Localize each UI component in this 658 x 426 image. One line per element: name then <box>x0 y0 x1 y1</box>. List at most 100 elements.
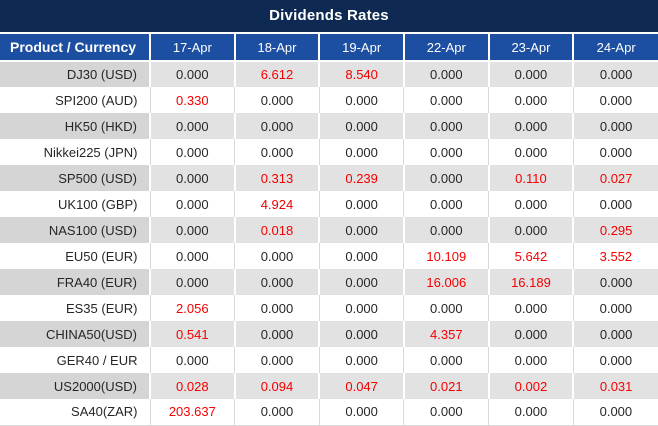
dividend-value-cell: 0.000 <box>234 243 320 269</box>
product-cell: GER40 / EUR <box>0 347 150 373</box>
dividend-value-cell: 0.000 <box>149 191 235 217</box>
dividend-value-cell: 0.239 <box>318 165 404 191</box>
dividend-value-cell: 3.552 <box>572 243 658 269</box>
dividend-value-cell: 0.000 <box>234 347 320 373</box>
date-column-header: 23-Apr <box>487 34 574 62</box>
dividend-value-cell: 0.000 <box>234 139 320 165</box>
table-row: UK100 (GBP) 0.000 4.924 0.000 0.000 0.000 0.00… <box>0 191 658 217</box>
dividend-value-cell: 0.000 <box>233 321 320 347</box>
dividend-value-cell: 4.924 <box>234 191 320 217</box>
table-row: ES35 (EUR) 2.056 0.000 0.000 0.000 0.000 0.000 <box>0 295 658 321</box>
dividend-value-cell: 0.000 <box>403 399 489 426</box>
table-row: Nikkei225 (JPN) 0.000 0.000 0.000 0.000 0.000… <box>0 139 658 165</box>
dividend-value-cell: 0.000 <box>488 191 574 217</box>
dividend-value-cell: 0.028 <box>149 373 235 399</box>
dividend-value-cell: 0.330 <box>149 87 235 113</box>
date-column-header: 24-Apr <box>572 34 658 62</box>
table-body: DJ30 (USD) 0.000 6.612 8.540 0.000 0.000 0.000… <box>0 61 658 426</box>
dividend-value-cell: 0.295 <box>572 217 658 243</box>
dividend-value-cell: 0.018 <box>233 217 320 243</box>
date-column-header: 19-Apr <box>318 34 404 62</box>
date-column-header: 17-Apr <box>149 34 235 62</box>
table-row: CHINA50(USD) 0.541 0.000 0.000 4.357 0.000 0.0… <box>0 321 658 347</box>
table-row: FRA40 (EUR) 0.000 0.000 0.000 16.006 16.189 0.… <box>0 269 658 295</box>
dividend-value-cell: 0.000 <box>487 113 574 139</box>
dividend-value-cell: 0.000 <box>488 295 574 321</box>
dividend-value-cell: 0.000 <box>572 191 658 217</box>
dividend-value-cell: 0.002 <box>487 373 574 399</box>
dividend-value-cell: 0.000 <box>318 295 404 321</box>
dividend-value-cell: 0.000 <box>318 139 404 165</box>
dividend-value-cell: 0.000 <box>487 217 574 243</box>
dividend-value-cell: 0.000 <box>402 113 489 139</box>
table-row: SPI200 (AUD) 0.330 0.000 0.000 0.000 0.000 0.0… <box>0 87 658 113</box>
dividend-value-cell: 0.000 <box>318 217 404 243</box>
product-cell: SPI200 (AUD) <box>0 87 150 113</box>
dividend-value-cell: 0.000 <box>149 61 235 87</box>
dividend-value-cell: 0.000 <box>488 139 574 165</box>
dividend-value-cell: 203.637 <box>149 399 235 426</box>
dividend-value-cell: 0.031 <box>572 373 658 399</box>
dividend-value-cell: 0.000 <box>403 87 489 113</box>
dividend-value-cell: 0.000 <box>572 321 658 347</box>
dividend-value-cell: 0.000 <box>318 243 404 269</box>
dividend-value-cell: 0.000 <box>318 399 404 426</box>
dividend-value-cell: 0.047 <box>318 373 404 399</box>
product-currency-header: Product / Currency <box>0 34 150 62</box>
table-row: SP500 (USD) 0.000 0.313 0.239 0.000 0.110 0.02… <box>0 165 658 191</box>
dividend-value-cell: 0.027 <box>572 165 658 191</box>
dividend-value-cell: 0.110 <box>487 165 574 191</box>
dividend-value-cell: 0.094 <box>233 373 320 399</box>
product-cell: CHINA50(USD) <box>0 321 150 347</box>
product-cell: DJ30 (USD) <box>0 61 150 87</box>
dividend-value-cell: 10.109 <box>403 243 489 269</box>
product-cell: NAS100 (USD) <box>0 217 150 243</box>
product-cell: SP500 (USD) <box>0 165 150 191</box>
dividend-value-cell: 0.000 <box>488 87 574 113</box>
date-column-header: 22-Apr <box>402 34 489 62</box>
dividend-value-cell: 0.000 <box>572 347 658 373</box>
dividend-value-cell: 0.000 <box>318 269 404 295</box>
dividend-value-cell: 8.540 <box>318 61 404 87</box>
dividend-value-cell: 0.000 <box>572 399 658 426</box>
dividend-value-cell: 0.000 <box>572 87 658 113</box>
header-row: Product / Currency 17-Apr 18-Apr 19-Apr 22-A… <box>0 34 658 62</box>
dividend-value-cell: 0.000 <box>149 217 235 243</box>
dividend-value-cell: 0.000 <box>488 347 574 373</box>
dividend-value-cell: 6.612 <box>233 61 320 87</box>
dividend-value-cell: 0.000 <box>402 61 489 87</box>
dividend-value-cell: 0.000 <box>402 217 489 243</box>
product-cell: SA40(ZAR) <box>0 399 150 426</box>
page-title: Dividends Rates <box>0 0 658 34</box>
dividend-value-cell: 0.313 <box>233 165 320 191</box>
dividend-value-cell: 0.000 <box>149 269 235 295</box>
dividend-value-cell: 0.000 <box>487 61 574 87</box>
dividend-value-cell: 0.000 <box>572 139 658 165</box>
date-column-header: 18-Apr <box>233 34 320 62</box>
table-row: GER40 / EUR 0.000 0.000 0.000 0.000 0.000 0.00… <box>0 347 658 373</box>
dividend-value-cell: 0.000 <box>149 347 235 373</box>
dividend-value-cell: 0.000 <box>149 243 235 269</box>
dividend-value-cell: 0.000 <box>318 87 404 113</box>
dividend-value-cell: 0.000 <box>403 139 489 165</box>
product-cell: EU50 (EUR) <box>0 243 150 269</box>
dividend-value-cell: 0.000 <box>318 347 404 373</box>
product-cell: UK100 (GBP) <box>0 191 150 217</box>
dividend-value-cell: 2.056 <box>149 295 235 321</box>
product-cell: Nikkei225 (JPN) <box>0 139 150 165</box>
dividend-value-cell: 0.000 <box>402 165 489 191</box>
dividend-value-cell: 16.006 <box>402 269 489 295</box>
dividend-value-cell: 0.000 <box>572 295 658 321</box>
dividend-value-cell: 5.642 <box>488 243 574 269</box>
dividend-value-cell: 0.000 <box>234 295 320 321</box>
dividend-value-cell: 0.000 <box>149 113 235 139</box>
dividend-value-cell: 0.021 <box>402 373 489 399</box>
dividend-value-cell: 0.000 <box>487 321 574 347</box>
dividend-value-cell: 0.000 <box>233 113 320 139</box>
dividend-value-cell: 4.357 <box>402 321 489 347</box>
dividend-value-cell: 0.000 <box>318 113 404 139</box>
table-row: NAS100 (USD) 0.000 0.018 0.000 0.000 0.000 0.2… <box>0 217 658 243</box>
dividend-value-cell: 0.000 <box>149 165 235 191</box>
dividend-value-cell: 0.000 <box>403 295 489 321</box>
